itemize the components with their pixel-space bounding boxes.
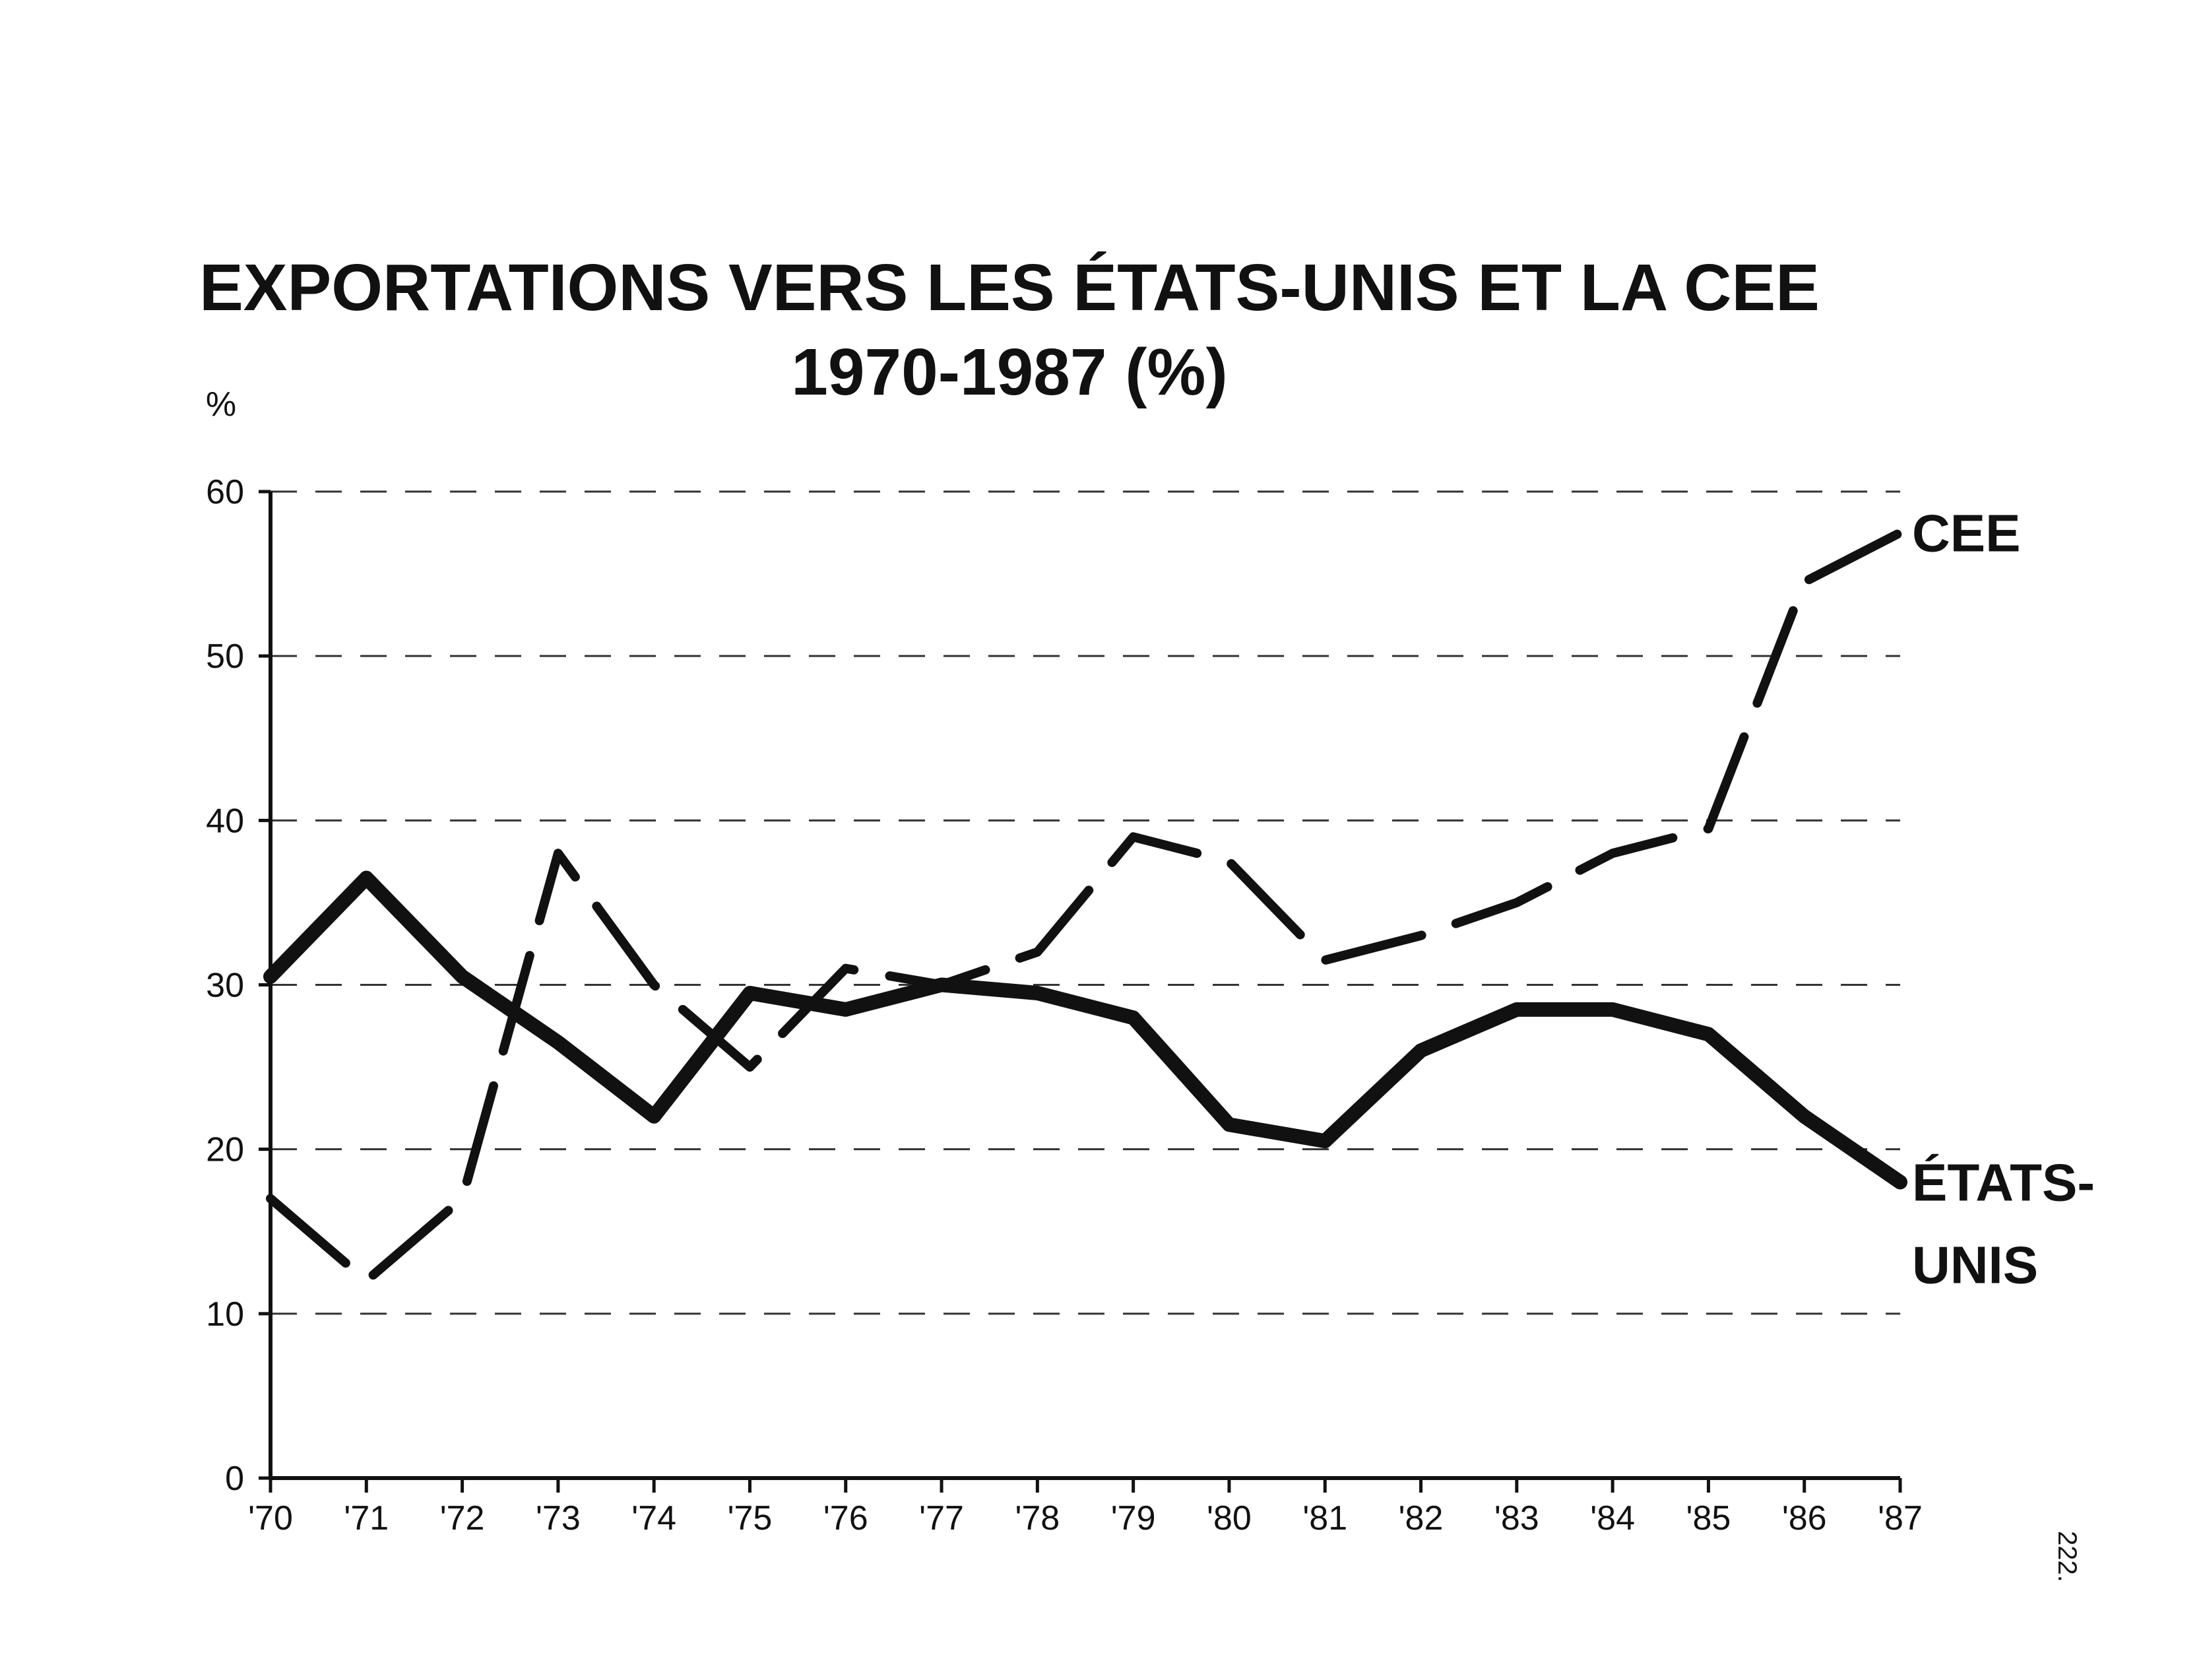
series-labels: CEE ÉTATS- UNIS [1912,503,2095,1294]
x-tick-label: '73 [536,1499,581,1537]
series-line-etats-unis [263,870,1907,1190]
x-tick-label: '71 [344,1499,389,1537]
x-tick-label: '80 [1207,1499,1252,1537]
y-tick-label: 50 [206,637,244,676]
x-tick-label: '87 [1878,1499,1923,1537]
x-tick-label: '72 [440,1499,485,1537]
page-number: 222. [2053,1531,2082,1582]
x-tick-label: '83 [1494,1499,1539,1537]
chart-title: EXPORTATIONS VERS LES ÉTATS-UNIS ET LA C… [199,251,1820,325]
x-tick-label: '78 [1015,1499,1060,1537]
x-tick-label: '85 [1686,1499,1731,1537]
y-tick-label: 30 [206,967,244,1005]
y-tick-label: 20 [206,1131,244,1169]
y-tick-labels: 0 10 20 30 40 50 60 [206,473,244,1498]
x-tick-label: '70 [248,1499,293,1537]
x-tick-label: '86 [1782,1499,1827,1537]
axes [259,490,1902,1493]
x-tick-label: '81 [1302,1499,1347,1537]
chart-subtitle: 1970-1987 (%) [791,335,1228,409]
x-tick-label: '74 [631,1499,676,1537]
y-tick-label: 10 [206,1295,244,1334]
grid-lines [271,490,1900,1315]
series-label-etats-unis: ÉTATS- [1912,1153,2095,1212]
x-tick-labels: '70 '71 '72 '73 '74 '75 '76 '77 '78 '79 '80 '81 '82 '… [248,1499,1923,1537]
x-tick-label: '76 [823,1499,868,1537]
y-tick-label: 60 [206,473,244,511]
y-axis-label: % [206,385,236,424]
x-tick-label: '75 [728,1499,773,1537]
x-tick-label: '84 [1590,1499,1635,1537]
x-tick-label: '82 [1399,1499,1444,1537]
x-tick-label: '79 [1111,1499,1156,1537]
series-line-cee [266,528,1905,1285]
x-tick-label: '77 [919,1499,964,1537]
series-label-etats-unis: UNIS [1912,1236,2038,1295]
series-label-cee: CEE [1912,503,2021,562]
y-tick-label: 40 [206,802,244,840]
y-tick-label: 0 [225,1460,244,1498]
series-lines [263,528,1907,1285]
